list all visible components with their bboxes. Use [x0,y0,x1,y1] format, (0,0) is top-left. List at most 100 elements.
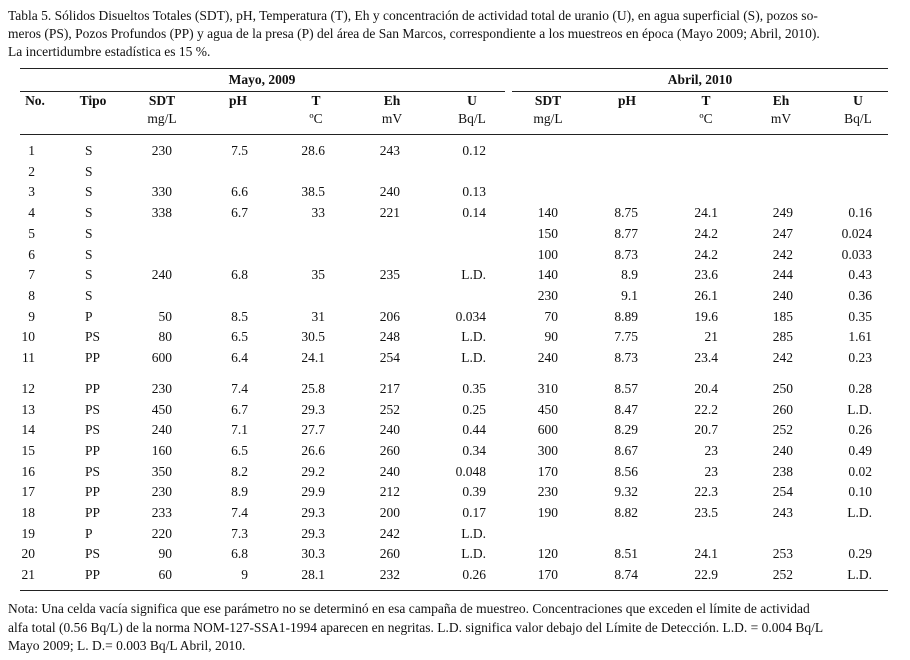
cell: 190 [537,505,558,521]
cell: 252 [772,422,793,438]
cell: 23.4 [694,350,718,365]
cell: 254 [772,484,793,500]
note-line: Nota: Una celda vacía significa que ese … [8,601,810,616]
cell: 450 [537,401,558,417]
cell: 240 [537,350,558,365]
cell: 243 [379,143,400,158]
cell: 7.3 [231,525,248,541]
cell: 0.033 [841,246,872,262]
cell: 9 [28,308,35,324]
cell: 310 [537,381,558,396]
cell: 217 [379,381,400,396]
cell: 242 [772,350,793,365]
cell: 6.7 [231,205,248,221]
cell: 25.8 [301,381,325,396]
cell: 50 [158,308,173,324]
cell: 150 [537,225,558,241]
column-unit: ºC [699,111,713,126]
cell: 24.1 [301,350,325,365]
cell: 8.47 [614,401,638,417]
caption-line: meros (PS), Pozos Profundos (PP) y agua … [8,26,820,41]
column-unit: mV [770,111,792,126]
column-header: SDT [534,93,562,108]
cell: 0.17 [462,505,486,521]
type-cell: S [85,205,93,221]
cell: 100 [537,246,558,262]
cell: 220 [151,525,172,541]
type-cell: S [85,267,93,283]
cell: 8.73 [614,246,638,262]
cell: L.D. [847,505,872,521]
cell: 230 [151,381,172,396]
cell: L.D. [847,401,872,417]
cell: 9 [241,567,248,583]
cell: 0.23 [848,350,872,365]
cell: 9.1 [621,287,638,303]
cell: 248 [379,329,400,345]
column-unit: mg/L [147,111,177,126]
cell: 6.7 [231,401,248,417]
cell: 1.61 [848,329,872,345]
column-header: T [701,93,711,108]
cell: 23 [704,443,719,458]
caption-line: La incertidumbre estadística es 15 %. [8,44,211,59]
cell: 16 [21,463,36,479]
column-header: pH [228,93,248,108]
cell: 240 [151,422,172,438]
type-cell: S [85,143,93,158]
cell: 230 [151,484,172,500]
type-cell: PS [85,422,101,438]
cell: 170 [537,567,558,583]
type-cell: S [85,184,93,200]
column-header: Tipo [79,93,107,108]
cell: 29.3 [301,401,325,417]
cell: 0.12 [462,143,486,158]
cell: 221 [379,205,400,221]
cell: 0.44 [462,422,486,438]
cell: 21 [704,329,719,345]
cell: L.D. [461,546,486,562]
top-rule [20,68,888,69]
cell: 7 [28,267,35,283]
cell: 8.89 [614,308,638,324]
cell: 22.3 [694,484,718,500]
cell: 70 [544,308,559,324]
cell: 30.5 [301,329,325,345]
cell: 8.75 [614,205,638,221]
cell: 242 [379,525,400,541]
cell: L.D. [461,329,486,345]
cell: 90 [544,329,559,345]
cell: 350 [151,463,172,479]
cell: 200 [379,505,400,521]
cell: 7.75 [614,329,638,345]
cell: 38.5 [301,184,325,200]
cell: 8.56 [614,463,638,479]
cell: 24.2 [694,225,718,241]
type-cell: S [85,246,93,262]
cell: 90 [158,546,173,562]
cell: 19 [21,525,36,541]
cell: 0.02 [848,463,872,479]
cell: 6.8 [231,546,248,562]
cell: 8 [28,287,35,303]
cell: 230 [537,287,558,303]
column-header: U [853,93,863,108]
cell: 8.77 [614,225,638,241]
cell: 450 [151,401,172,417]
cell: 8.5 [231,308,248,324]
cell: 24.1 [694,546,718,562]
type-cell: PS [85,546,101,562]
cell: 24.2 [694,246,718,262]
cell: 23.6 [694,267,718,283]
cell: 160 [151,443,172,458]
cell: 0.39 [462,484,486,500]
cell: 0.048 [455,463,486,479]
cell: 8.73 [614,350,638,365]
type-cell: PP [85,381,101,396]
cell: 7.4 [231,505,248,521]
cell: 15 [21,443,36,458]
type-cell: S [85,163,93,179]
column-unit: Bq/L [458,111,486,126]
cell: 8.9 [231,484,248,500]
cell: 8.74 [614,567,638,583]
